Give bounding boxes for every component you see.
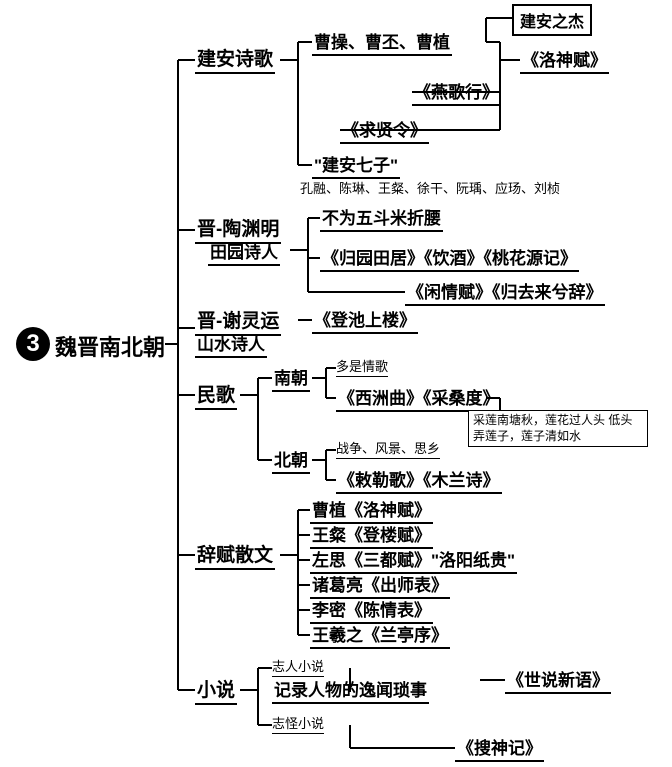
c1-qizi-names: 孔融、陈琳、王粲、徐干、阮瑀、应玚、刘桢 xyxy=(300,178,560,197)
c6-zg-work: 《搜神记》 xyxy=(455,734,544,762)
c1-caos: 曹操、曹丕、曹植 xyxy=(312,28,452,56)
c4-nan-l1: 多是情歌 xyxy=(336,356,388,377)
c4-nan-l2: 《西洲曲》《采桑度》 xyxy=(336,384,502,412)
c2-l2: 《归园田居》《饮酒》《桃花源记》 xyxy=(320,244,579,272)
cat-jianan: 建安诗歌 xyxy=(195,44,275,74)
c5-r1: 曹植《洛神赋》 xyxy=(310,496,433,524)
c1-w3: 《求贤令》 xyxy=(340,116,429,144)
c6-zr: 志人小说 xyxy=(272,656,324,677)
c5-r2: 王粲《登楼赋》 xyxy=(310,521,433,549)
cat-tao-sub: 田园诗人 xyxy=(208,238,280,266)
section-badge: 3 xyxy=(16,327,50,361)
c5-r5: 李密《陈情表》 xyxy=(310,596,433,624)
c4-bei-l1: 战争、风景、思乡 xyxy=(336,438,440,459)
c5-r6: 王羲之《兰亭序》 xyxy=(310,621,450,649)
c5-r4: 诸葛亮《出师表》 xyxy=(310,571,450,599)
c4-nan: 南朝 xyxy=(272,364,310,392)
c2-l3: 《闲情赋》《归去来兮辞》 xyxy=(405,278,605,306)
cat-novel: 小说 xyxy=(195,675,237,705)
cat-xie-sub: 山水诗人 xyxy=(195,330,267,358)
cat-cifu: 辞赋散文 xyxy=(195,540,275,570)
c6-zg: 志怪小说 xyxy=(272,713,324,734)
c1-w1: 《洛神赋》 xyxy=(520,46,609,74)
c4-bei-l2: 《敕勒歌》《木兰诗》 xyxy=(336,466,502,494)
highlight-box: 建安之杰 xyxy=(512,4,592,36)
c6-zr-sub: 记录人物的逸闻琐事 xyxy=(272,676,429,704)
c5-r3: 左思《三都赋》"洛阳纸贵" xyxy=(310,546,517,574)
c1-w2: 《燕歌行》 xyxy=(412,78,501,106)
c2-l1: 不为五斗米折腰 xyxy=(320,204,443,232)
c6-zr-work: 《世说新语》 xyxy=(505,666,611,694)
c1-qizi: "建安七子" xyxy=(312,151,400,179)
c4-bei: 北朝 xyxy=(272,446,310,474)
c3-work: 《登池上楼》 xyxy=(312,306,418,334)
cat-minge: 民歌 xyxy=(195,380,237,410)
root-title: 魏晋南北朝 xyxy=(55,330,165,362)
c4-nan-quote: 采莲南塘秋，莲花过人头 低头弄莲子，莲子清如水 xyxy=(468,410,648,447)
